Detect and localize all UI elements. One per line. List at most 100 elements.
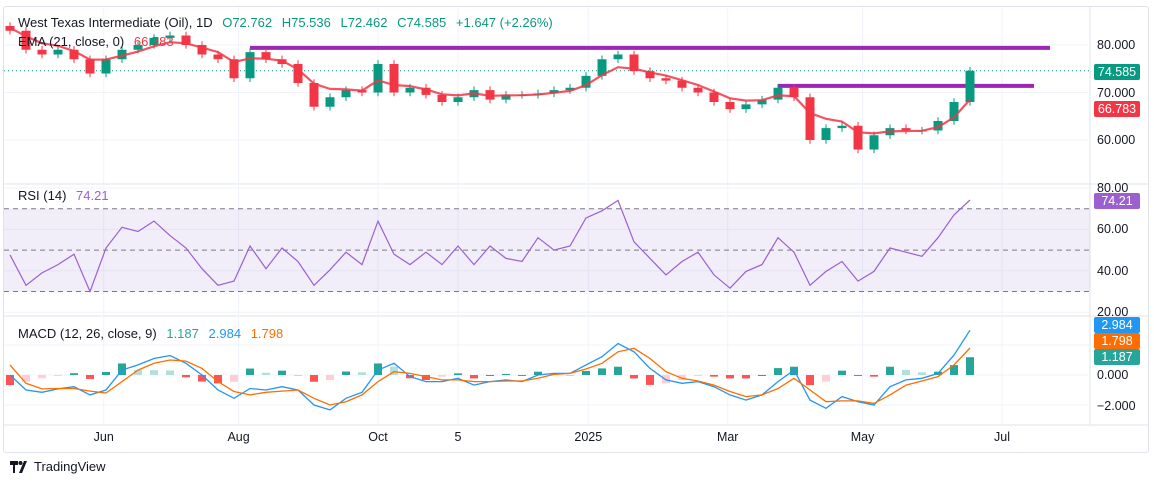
- candle: [69, 45, 79, 64]
- ema-badge: 66.783: [1094, 101, 1140, 117]
- candle-body: [709, 92, 719, 102]
- candle-body: [53, 49, 63, 55]
- candle-body: [117, 49, 127, 60]
- macd-histogram-bar: [534, 371, 542, 375]
- macd-histogram-bar: [22, 375, 30, 382]
- macd-badge: 2.984: [1094, 317, 1140, 333]
- candle: [613, 50, 623, 64]
- macd-histogram-bar: [358, 372, 366, 375]
- rsi-tick: 60.00: [1097, 222, 1129, 236]
- candle-body: [789, 87, 799, 98]
- candle-body: [133, 45, 143, 50]
- candle-body: [229, 59, 239, 79]
- candle-body: [949, 102, 959, 121]
- macd-histogram-bar: [694, 375, 702, 376]
- candle: [773, 83, 783, 104]
- macd-legend[interactable]: MACD (12, 26, close, 9) 1.187 2.984 1.79…: [18, 326, 289, 341]
- candle-body: [37, 49, 47, 55]
- candle-body: [197, 45, 207, 55]
- macd-histogram-bar: [598, 368, 606, 375]
- macd-histogram-bar: [198, 375, 206, 382]
- candle: [501, 91, 511, 104]
- macd-histogram-bar: [326, 375, 334, 380]
- candle-body: [597, 59, 607, 76]
- last-price-badge: 74.585: [1094, 64, 1140, 80]
- candle-body: [677, 80, 687, 88]
- macd-histogram-bar: [502, 373, 510, 375]
- price-tick: 80.000: [1097, 38, 1136, 52]
- macd-histogram-bar: [310, 375, 318, 382]
- ema-label: EMA (21, close, 0): [18, 34, 125, 49]
- signal-badge: 1.798: [1094, 333, 1140, 349]
- candle-body: [629, 54, 639, 72]
- candle-body: [309, 83, 319, 107]
- candle-body: [725, 102, 735, 110]
- macd-line-value: 2.984: [208, 326, 242, 341]
- candle-body: [933, 121, 943, 131]
- candle-body: [869, 135, 879, 150]
- macd-histogram-bar: [806, 375, 814, 386]
- macd-histogram-bar: [6, 375, 14, 386]
- candle-body: [21, 30, 31, 50]
- candle-body: [261, 52, 271, 60]
- candle: [805, 93, 815, 144]
- rsi-badge: 74.21: [1094, 193, 1140, 209]
- candle-body: [85, 59, 95, 74]
- candle: [325, 93, 335, 111]
- macd-histogram-bar: [886, 366, 894, 375]
- macd-histogram-bar: [486, 375, 494, 376]
- macd-tick: 0.000: [1097, 368, 1129, 382]
- low-value: L72.462: [340, 15, 388, 30]
- candle-body: [581, 75, 591, 88]
- macd-histogram-bar: [870, 375, 878, 377]
- macd-histogram-bar: [822, 375, 830, 382]
- candle: [581, 72, 591, 92]
- candle: [373, 60, 383, 97]
- ema-legend[interactable]: EMA (21, close, 0) 66.783: [18, 34, 180, 49]
- macd-histogram-bar: [918, 372, 926, 375]
- brand-name: TradingView: [34, 459, 106, 474]
- candle-body: [437, 94, 447, 102]
- macd-histogram-bar: [854, 375, 862, 376]
- tradingview-logo-icon: [10, 460, 27, 473]
- candle: [261, 48, 271, 64]
- macd-histogram-bar: [102, 372, 110, 375]
- macd-histogram-bar: [454, 373, 462, 375]
- macd-histogram-bar: [214, 375, 222, 384]
- macd-histogram-bar: [902, 369, 910, 375]
- candle-body: [693, 87, 703, 93]
- macd-histogram-bar: [118, 363, 126, 375]
- macd-histogram-bar: [582, 370, 590, 375]
- ema-line: [9, 26, 971, 135]
- rsi-legend[interactable]: RSI (14) 74.21: [18, 188, 115, 203]
- tradingview-logo[interactable]: TradingView: [10, 459, 106, 474]
- candle: [389, 60, 399, 97]
- macd-histogram-bar: [86, 375, 94, 379]
- macd-histogram-bar: [950, 365, 958, 375]
- macd-histogram-bar: [774, 368, 782, 375]
- rsi-tick: 20.00: [1097, 305, 1129, 319]
- time-axis-label: May: [850, 430, 875, 444]
- macd-histogram-bar: [646, 375, 654, 385]
- candle: [181, 31, 191, 49]
- candle: [645, 67, 655, 83]
- candle-body: [405, 87, 415, 93]
- macd-histogram-bar: [966, 357, 974, 375]
- macd-histogram-bar: [710, 375, 718, 377]
- macd-histogram-bar: [166, 370, 174, 375]
- macd-histogram-bar: [54, 375, 62, 376]
- candle-body: [501, 94, 511, 100]
- candle-body: [757, 99, 767, 105]
- time-axis-label: Jul: [994, 430, 1010, 444]
- candle-body: [837, 125, 847, 129]
- candle: [197, 41, 207, 59]
- macd-histogram-bar: [374, 363, 382, 375]
- candle-body: [773, 87, 783, 100]
- macd-histogram-bar: [150, 370, 158, 375]
- candle-body: [661, 78, 671, 81]
- rsi-value: 74.21: [76, 188, 109, 203]
- candle: [245, 48, 255, 83]
- candle-body: [821, 128, 831, 140]
- macd-histogram-bar: [262, 372, 270, 375]
